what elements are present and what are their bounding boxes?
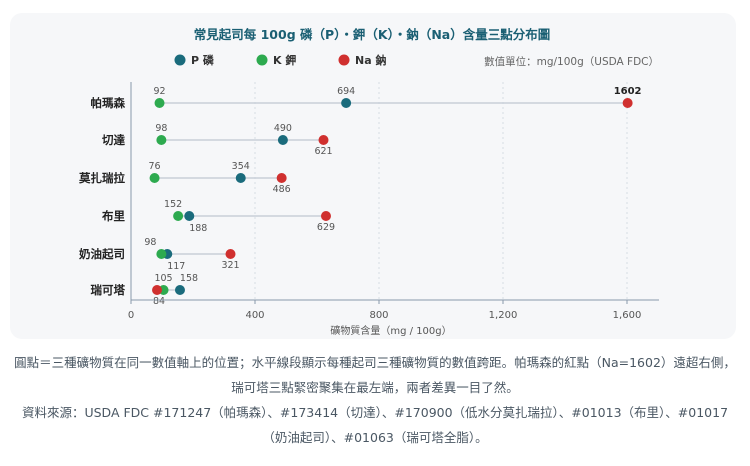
cheese-row: 奶油起司 117 98 321 — [79, 237, 240, 272]
category-label: 奶油起司 — [79, 247, 125, 261]
data-label-p: 188 — [189, 223, 207, 234]
data-label-k: 152 — [164, 199, 182, 210]
legend-label-k: K 鉀 — [273, 53, 296, 67]
data-label-na: 321 — [221, 260, 239, 271]
point-na — [622, 98, 633, 108]
x-tick-label: 400 — [245, 310, 264, 321]
x-axis: 0 400 800 1,200 1,600 — [128, 82, 659, 321]
point-k — [156, 135, 167, 145]
x-tick-label: 800 — [369, 310, 388, 321]
cheese-row: 帕瑪森 694 92 1602 — [91, 86, 642, 110]
legend-marker-k — [256, 54, 268, 66]
dot-plot-chart: 常見起司每 100g 磷（P）・鉀（K）・鈉（Na）含量三點分布圖 數值單位：m… — [78, 27, 659, 337]
category-label: 帕瑪森 — [91, 96, 126, 110]
grid-lines — [254, 82, 628, 300]
x-tick-label: 0 — [128, 310, 134, 321]
data-label-na: 621 — [314, 146, 332, 157]
rows: 帕瑪森 694 92 1602 切達 490 98 621 莫扎瑞拉 354 76 486 布里 188 1… — [78, 86, 642, 307]
legend: P 磷 K 鉀 Na 鈉 — [174, 53, 386, 67]
data-label-na: 486 — [273, 184, 291, 195]
chart-title: 常見起司每 100g 磷（P）・鉀（K）・鈉（Na）含量三點分布圖 — [194, 27, 551, 42]
x-tick-label: 1,600 — [613, 310, 642, 321]
unit-note: 數值單位：mg/100g（USDA FDC） — [484, 55, 659, 68]
point-p — [277, 135, 288, 145]
cheese-row: 切達 490 98 621 — [102, 123, 333, 157]
point-p — [235, 173, 246, 183]
caption: 圓點＝三種礦物質在同一數值軸上的位置；水平線段顯示每種起司三種礦物質的數值跨距。… — [14, 350, 736, 450]
data-label-na: 1602 — [614, 86, 642, 97]
cheese-row: 布里 188 152 629 — [101, 199, 335, 234]
category-label: 莫扎瑞拉 — [78, 171, 125, 185]
data-label-p: 158 — [180, 273, 198, 284]
cheese-row: 莫扎瑞拉 354 76 486 — [78, 161, 291, 195]
data-label-na: 629 — [317, 222, 335, 233]
x-axis-label: 礦物質含量（mg / 100g） — [330, 324, 451, 337]
point-na — [225, 249, 236, 259]
caption-source: 資料來源：USDA FDC #171247（帕瑪森）、#173414（切達）、#… — [21, 405, 729, 445]
x-tick-label: 1,200 — [489, 310, 518, 321]
caption-description: 圓點＝三種礦物質在同一數值軸上的位置；水平線段顯示每種起司三種礦物質的數值跨距。… — [14, 355, 736, 395]
data-label-k: 76 — [149, 161, 161, 172]
category-label: 切達 — [102, 133, 125, 147]
category-label: 布里 — [101, 209, 125, 223]
data-label-k: 98 — [144, 237, 156, 248]
legend-marker-na — [338, 54, 350, 66]
point-k — [173, 211, 184, 221]
data-label-na: 84 — [153, 296, 165, 307]
data-label-k: 105 — [154, 273, 172, 284]
point-k — [156, 249, 167, 259]
category-label: 瑞可塔 — [91, 283, 126, 297]
point-na — [320, 211, 331, 221]
point-p — [184, 211, 195, 221]
legend-label-p: P 磷 — [191, 53, 215, 67]
legend-marker-p — [174, 54, 186, 66]
cheese-row: 瑞可塔 158 105 84 — [91, 273, 199, 307]
data-label-p: 694 — [337, 86, 355, 97]
data-label-k: 92 — [153, 86, 165, 97]
point-na — [276, 173, 287, 183]
data-label-p: 354 — [232, 161, 250, 172]
data-label-p: 117 — [167, 261, 185, 272]
point-k — [154, 98, 165, 108]
point-na — [152, 285, 163, 295]
data-label-p: 490 — [274, 123, 292, 134]
point-p — [174, 285, 185, 295]
point-na — [318, 135, 329, 145]
point-p — [341, 98, 352, 108]
legend-label-na: Na 鈉 — [355, 53, 386, 67]
data-label-k: 98 — [155, 123, 167, 134]
point-k — [149, 173, 160, 183]
